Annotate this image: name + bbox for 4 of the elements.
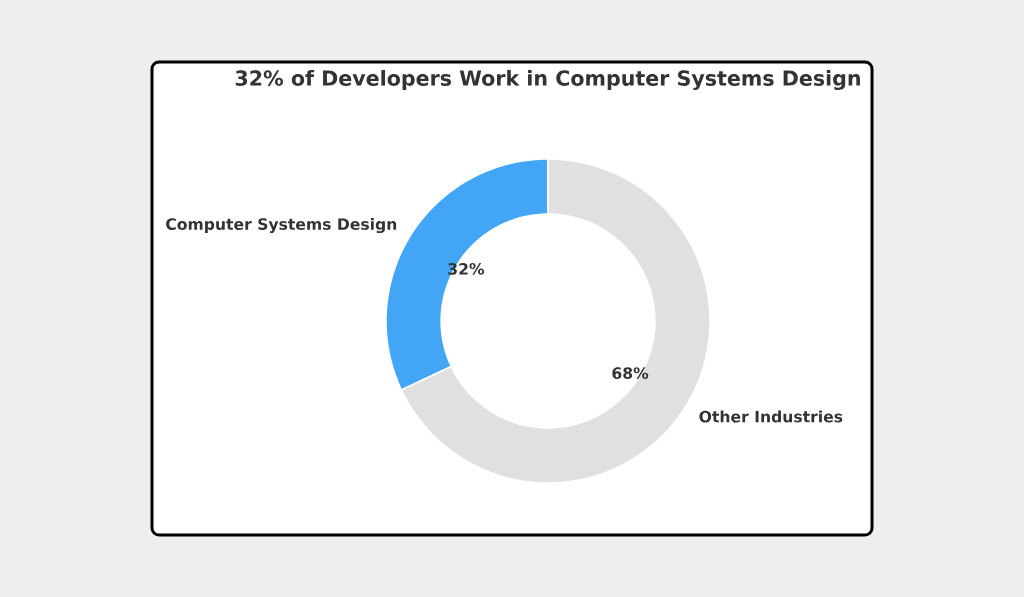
chart-title: 32% of Developers Work in Computer Systems Design	[235, 69, 860, 91]
data-label: 68%	[612, 367, 649, 379]
slice-label: Other Industries	[699, 410, 843, 423]
slice-label: Computer Systems Design	[166, 217, 397, 234]
